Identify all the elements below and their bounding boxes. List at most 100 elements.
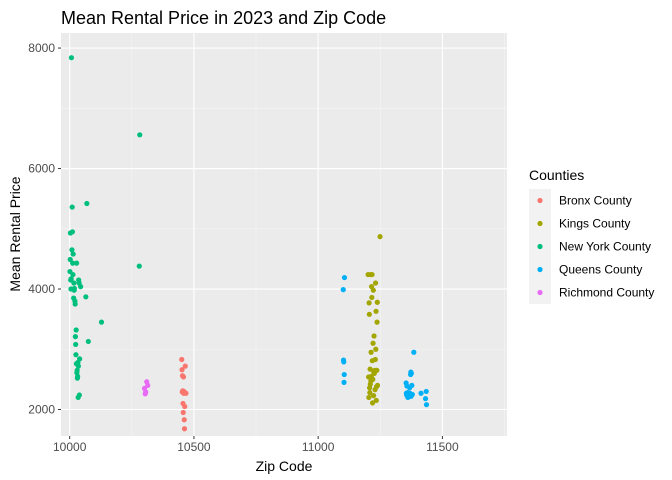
legend-key-point bbox=[537, 243, 543, 250]
data-point bbox=[367, 366, 373, 372]
data-point bbox=[423, 402, 430, 408]
data-point bbox=[371, 333, 377, 339]
x-axis-ticks: 10000 10500 11000 11500 bbox=[53, 436, 459, 454]
data-point bbox=[78, 284, 84, 290]
data-point bbox=[74, 260, 80, 266]
data-point bbox=[85, 338, 91, 345]
data-point bbox=[374, 319, 380, 325]
data-point bbox=[422, 396, 429, 402]
legend-keys: Bronx County Kings County New York County Q… bbox=[529, 189, 654, 304]
data-point bbox=[181, 426, 188, 432]
legend-label: Bronx County bbox=[559, 194, 632, 208]
data-point bbox=[370, 393, 377, 399]
legend: Counties Bronx County Kings County New Yor… bbox=[529, 167, 654, 304]
data-point bbox=[368, 349, 374, 355]
data-point bbox=[372, 356, 378, 363]
data-point bbox=[70, 251, 76, 257]
data-point bbox=[340, 287, 346, 293]
data-point bbox=[341, 274, 348, 281]
data-point bbox=[136, 263, 142, 269]
data-point bbox=[145, 382, 151, 388]
data-point bbox=[69, 204, 75, 210]
data-point bbox=[75, 373, 81, 379]
data-point bbox=[69, 229, 76, 235]
data-point bbox=[369, 271, 375, 278]
legend-label: Richmond County bbox=[559, 286, 654, 300]
data-point bbox=[369, 294, 375, 301]
legend-title: Counties bbox=[529, 167, 584, 183]
data-point bbox=[137, 132, 143, 138]
x-tick-label: 11500 bbox=[426, 440, 459, 454]
data-point bbox=[373, 397, 379, 404]
data-point bbox=[84, 200, 90, 207]
legend-label: Queens County bbox=[559, 263, 642, 277]
data-point bbox=[69, 247, 75, 253]
data-point bbox=[179, 367, 185, 373]
data-point bbox=[418, 390, 424, 396]
data-point bbox=[374, 367, 380, 373]
legend-label: Kings County bbox=[559, 217, 630, 231]
data-point bbox=[181, 417, 187, 423]
data-point bbox=[98, 319, 105, 325]
data-point bbox=[370, 340, 376, 346]
y-tick-label: 2000 bbox=[28, 402, 55, 416]
data-point bbox=[377, 234, 383, 240]
data-point bbox=[73, 352, 79, 358]
x-axis-title: Zip Code bbox=[256, 458, 313, 474]
data-point bbox=[75, 363, 81, 369]
data-point bbox=[367, 390, 373, 396]
data-point bbox=[366, 300, 372, 306]
x-tick-label: 11000 bbox=[302, 440, 335, 454]
chart-title: Mean Rental Price in 2023 and Zip Code bbox=[61, 8, 386, 28]
data-point bbox=[72, 301, 78, 307]
data-point bbox=[73, 327, 79, 333]
legend-key-point bbox=[537, 197, 543, 204]
data-point bbox=[76, 392, 82, 398]
data-point bbox=[70, 260, 76, 266]
data-point bbox=[408, 370, 414, 376]
data-point bbox=[369, 400, 376, 406]
data-point bbox=[180, 374, 187, 380]
x-tick-label: 10500 bbox=[177, 440, 211, 454]
data-point bbox=[370, 287, 376, 293]
legend-key-point bbox=[537, 266, 543, 273]
major-gridlines bbox=[61, 33, 507, 436]
data-point bbox=[182, 403, 188, 410]
data-point bbox=[341, 359, 347, 365]
plot-panel bbox=[61, 33, 507, 436]
data-point bbox=[374, 382, 381, 388]
y-tick-label: 4000 bbox=[28, 282, 55, 296]
data-point bbox=[180, 409, 186, 416]
data-point bbox=[72, 334, 79, 340]
data-point bbox=[74, 367, 80, 373]
y-axis-ticks: 2000 4000 6000 8000 bbox=[28, 41, 61, 416]
data-point bbox=[409, 382, 415, 388]
minor-gridlines bbox=[61, 33, 507, 436]
data-point bbox=[373, 346, 379, 352]
y-tick-label: 6000 bbox=[28, 162, 55, 176]
y-tick-label: 8000 bbox=[28, 41, 55, 55]
data-point bbox=[71, 280, 77, 286]
legend-key-point bbox=[537, 220, 543, 227]
y-axis-title: Mean Rental Price bbox=[7, 176, 23, 291]
data-point bbox=[374, 299, 380, 305]
data-point bbox=[372, 280, 379, 286]
data-point bbox=[366, 394, 372, 401]
data-point bbox=[70, 271, 76, 278]
data-point bbox=[143, 389, 149, 395]
data-point bbox=[71, 285, 78, 292]
data-points bbox=[67, 55, 430, 432]
data-point bbox=[83, 294, 89, 300]
legend-key-point bbox=[537, 289, 543, 296]
data-point bbox=[68, 55, 75, 61]
data-point bbox=[366, 311, 372, 317]
data-point bbox=[370, 376, 376, 382]
data-point bbox=[179, 356, 185, 363]
legend-label: New York County bbox=[559, 240, 651, 254]
data-point bbox=[341, 379, 347, 385]
data-point bbox=[341, 371, 347, 378]
data-point bbox=[373, 308, 379, 314]
data-point bbox=[182, 363, 188, 369]
data-point bbox=[68, 276, 74, 282]
